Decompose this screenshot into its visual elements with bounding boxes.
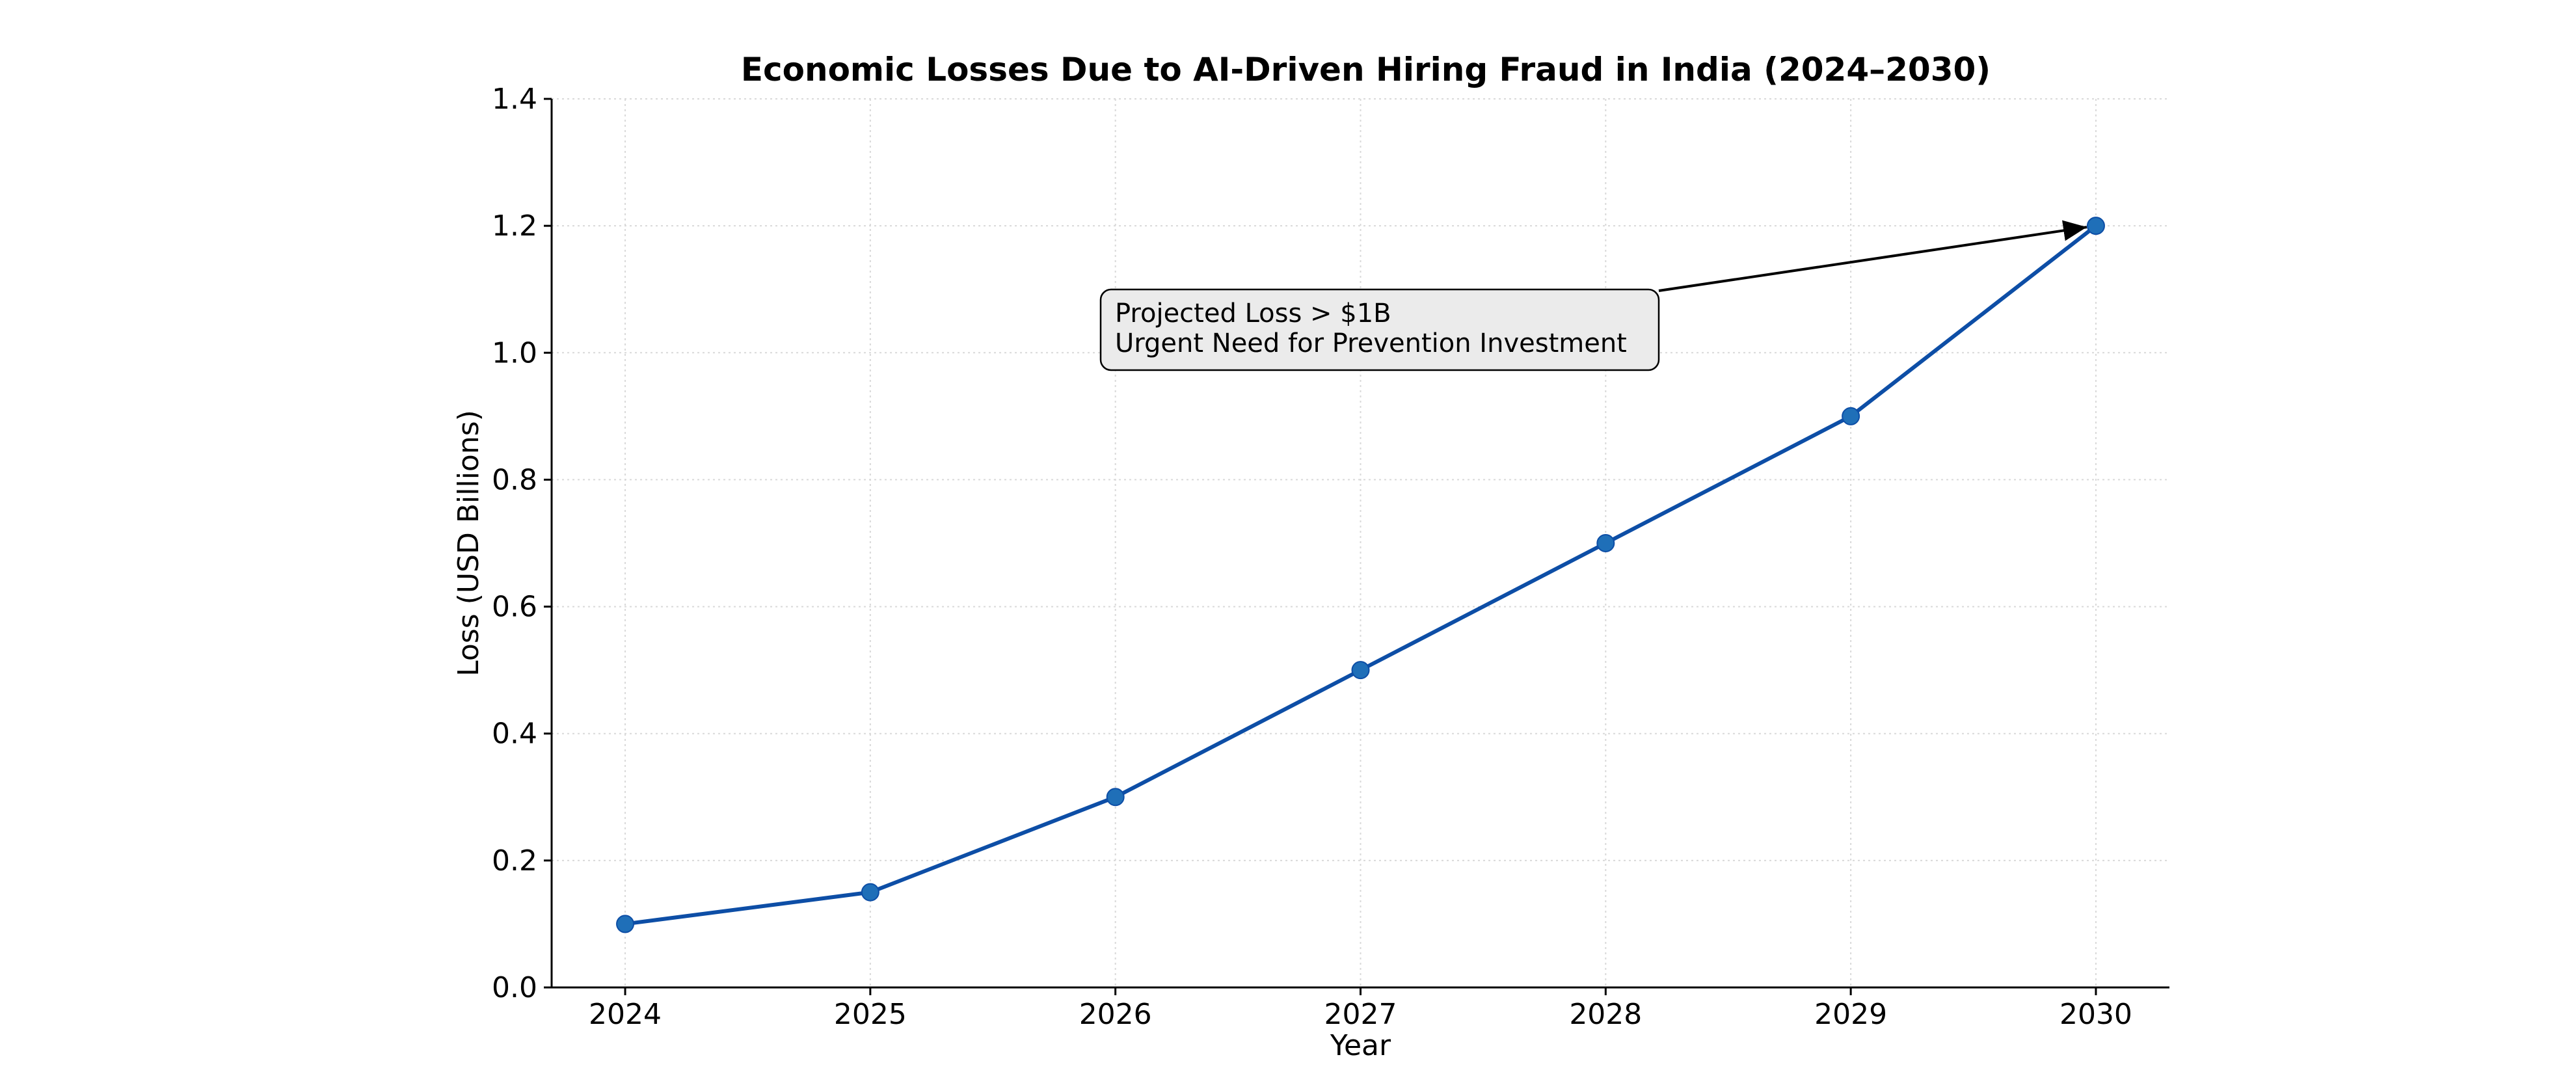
- ticks-layer: 2024 2025 2026 2027 2028 2029 2030 0.0 0.2 0.4 0.6…: [492, 83, 2132, 1031]
- grid-layer: [552, 98, 2169, 988]
- x-tick-label: 2030: [2059, 998, 2132, 1031]
- y-tick-label: 1.0: [492, 336, 537, 369]
- y-tick-label: 0.2: [492, 844, 537, 878]
- x-tick-label: 2025: [834, 998, 907, 1031]
- data-point: [1106, 788, 1125, 807]
- y-tick-label: 1.4: [492, 83, 537, 116]
- y-axis-label: Loss (USD Billions): [452, 410, 485, 677]
- annotation-arrow: [1658, 220, 2087, 292]
- y-tick-label: 0.0: [492, 971, 537, 1004]
- data-point: [2086, 217, 2105, 235]
- y-tick-label: 0.4: [492, 717, 537, 751]
- x-tick-label: 2027: [1324, 998, 1397, 1031]
- annotation-line-2: Urgent Need for Prevention Investment: [1115, 328, 1627, 358]
- annotation-line-1: Projected Loss > $1B: [1115, 299, 1391, 328]
- x-tick-label: 2024: [589, 998, 662, 1031]
- y-tick-label: 1.2: [492, 209, 537, 243]
- x-tick-label: 2028: [1569, 998, 1642, 1031]
- y-tick-label: 0.6: [492, 591, 537, 624]
- data-point: [1596, 534, 1615, 552]
- data-point: [616, 915, 635, 933]
- data-point: [861, 883, 879, 902]
- data-point: [1842, 407, 1860, 425]
- x-axis-label: Year: [1330, 1029, 1391, 1062]
- annotation-box: [1099, 288, 1660, 371]
- series-layer: [616, 217, 2105, 933]
- y-tick-label: 0.8: [492, 463, 537, 496]
- annotation-layer: Projected Loss > $1B Urgent Need for Pre…: [1099, 220, 2087, 371]
- x-tick-label: 2029: [1814, 998, 1887, 1031]
- chart-title: Economic Losses Due to AI-Driven Hiring …: [741, 51, 1991, 88]
- data-point: [1351, 661, 1370, 680]
- x-tick-label: 2026: [1079, 998, 1152, 1031]
